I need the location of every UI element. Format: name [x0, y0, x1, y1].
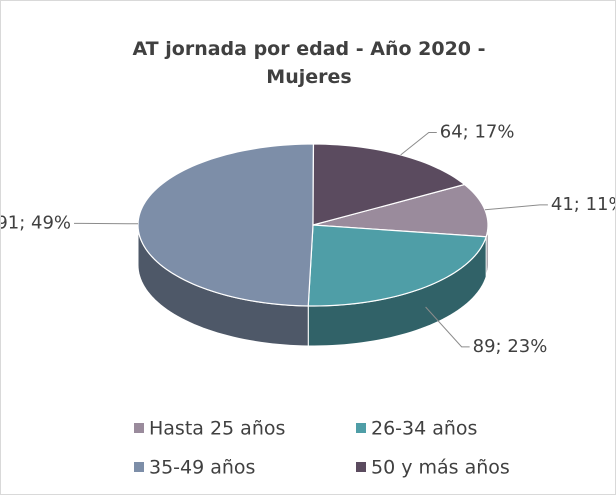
- data-label: 64; 17%: [440, 121, 515, 142]
- legend-label: 35-49 años: [149, 457, 255, 479]
- data-label: 191; 49%: [1, 212, 71, 233]
- data-label: 89; 23%: [473, 336, 548, 357]
- legend-label: Hasta 25 años: [149, 418, 285, 440]
- legend-label: 26-34 años: [371, 418, 477, 440]
- pie-slice: [312, 183, 489, 238]
- data-label: 41; 11%: [551, 194, 615, 215]
- legend-swatch: [134, 462, 144, 472]
- legend-label: 50 y más años: [371, 457, 510, 479]
- legend-swatch: [134, 423, 144, 433]
- legend-swatch: [356, 423, 366, 433]
- leader-line: [484, 204, 548, 211]
- pie-slice: [137, 143, 315, 307]
- leader-line: [400, 131, 437, 156]
- pie-slice: [307, 224, 487, 307]
- leader-line: [425, 306, 470, 348]
- chart-title: AT jornada por edad - Año 2020 - Mujeres: [132, 38, 486, 88]
- legend-swatch: [356, 462, 366, 472]
